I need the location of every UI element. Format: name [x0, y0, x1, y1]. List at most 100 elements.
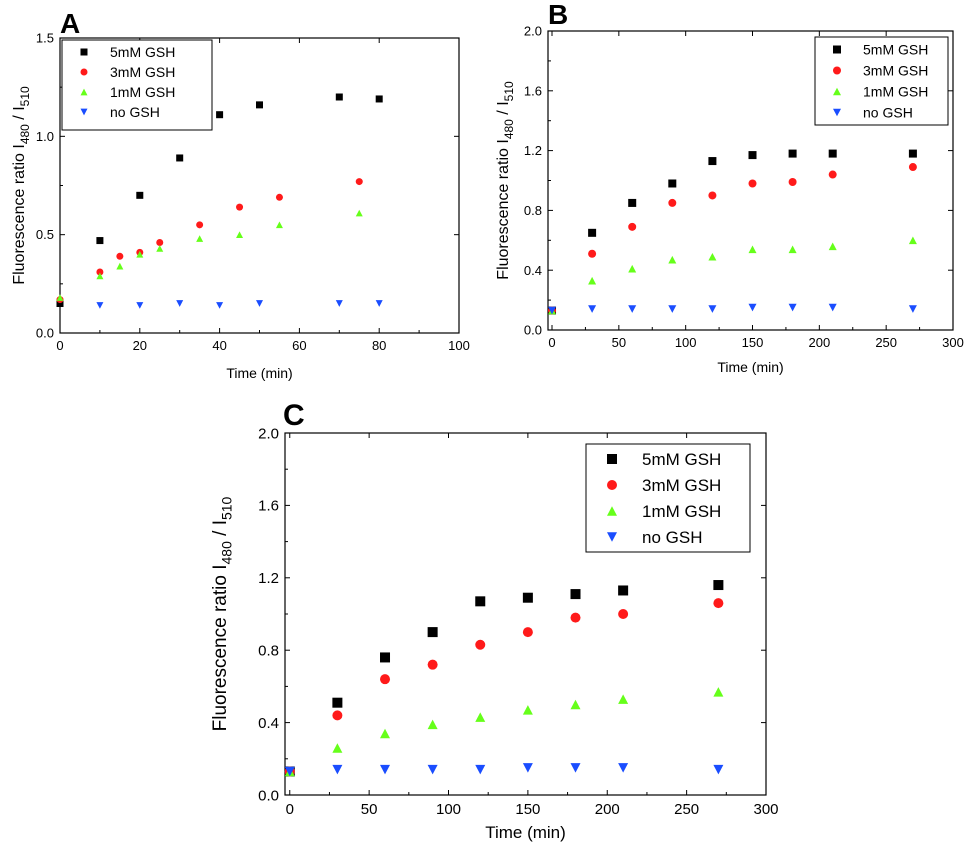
- data-point: [748, 245, 757, 254]
- data-point: [748, 179, 757, 188]
- legend-marker: [833, 66, 841, 75]
- data-point: [96, 272, 104, 280]
- data-point: [618, 763, 629, 773]
- x-axis-label: Time (min): [226, 365, 292, 381]
- x-tick-label: 100: [436, 801, 461, 818]
- data-point: [588, 276, 597, 285]
- x-tick-label: 50: [612, 335, 626, 350]
- legend: 5mM GSH 3mM GSH 1mM GSH no GSH: [61, 39, 213, 131]
- data-point: [427, 719, 438, 730]
- y-label-subscript: 510: [18, 86, 32, 106]
- data-point: [522, 627, 533, 638]
- legend-label: no GSH: [642, 528, 702, 547]
- x-tick-label: 0: [286, 801, 294, 818]
- chart-panel-b: B 0 50 100 150 200 250 300 0.0 0.4 0.8 1.2 1.6 2.0 Tim…: [495, 0, 964, 375]
- legend-label: 3mM GSH: [642, 476, 721, 495]
- legend-label: 1mM GSH: [110, 84, 175, 100]
- y-tick-label: 1.6: [524, 83, 542, 98]
- data-point: [196, 221, 204, 229]
- legend-marker: [607, 506, 617, 516]
- data-point: [116, 262, 124, 270]
- y-label-subscript: 480: [502, 119, 516, 139]
- legend-marker: [833, 45, 841, 54]
- data-point: [335, 93, 343, 101]
- data-point: [332, 764, 343, 775]
- data-point: [828, 170, 837, 179]
- x-tick-label: 250: [674, 801, 699, 818]
- series-5mm-gsh: [56, 93, 383, 307]
- data-point: [380, 728, 391, 739]
- data-point: [256, 300, 263, 307]
- y-label-subscript: 480: [18, 124, 32, 144]
- legend: 5mM GSH 3mM GSH 1mM GSH no GSH: [814, 36, 949, 126]
- series-1mm-gsh: [56, 209, 363, 301]
- data-point: [668, 179, 677, 188]
- data-point: [136, 191, 144, 199]
- data-point: [713, 598, 724, 609]
- data-point: [708, 157, 717, 166]
- data-point: [713, 764, 724, 775]
- x-tick-label: 200: [808, 335, 830, 350]
- series-3mm-gsh: [56, 178, 363, 304]
- data-point: [908, 163, 917, 172]
- data-point: [136, 251, 144, 258]
- y-tick-label: 0.0: [524, 323, 542, 338]
- data-point: [475, 596, 486, 607]
- data-point: [522, 705, 533, 715]
- data-point: [275, 221, 283, 229]
- legend-marker: [833, 108, 841, 117]
- data-point: [628, 264, 637, 273]
- y-tick-label: 0.8: [258, 642, 279, 659]
- chart-panel-c: C 0 50 100 150 200 250 300 0.0 0.4 0.8 1.2 1.6 2.0 Tim…: [210, 399, 779, 842]
- data-point: [548, 306, 557, 315]
- legend-marker: [80, 88, 88, 96]
- x-tick-label: 20: [133, 338, 147, 353]
- y-tick-label: 1.0: [36, 129, 54, 144]
- series-5mm-gsh: [284, 580, 724, 777]
- x-axis-label: Time (min): [485, 823, 566, 842]
- y-tick-label: 1.2: [524, 143, 542, 158]
- panel-label: B: [548, 0, 568, 30]
- data-point: [236, 231, 244, 238]
- legend-marker: [80, 48, 88, 56]
- data-point: [475, 712, 486, 722]
- legend-marker: [607, 532, 617, 542]
- legend-label: no GSH: [863, 105, 913, 121]
- data-point: [96, 302, 104, 309]
- data-point: [332, 697, 343, 708]
- x-tick-label: 0: [56, 338, 63, 353]
- data-point: [628, 222, 637, 231]
- data-point: [668, 305, 677, 313]
- legend-label: 5mM GSH: [863, 42, 928, 58]
- data-point: [748, 151, 757, 160]
- data-point: [427, 659, 438, 670]
- data-point: [908, 149, 917, 158]
- data-point: [216, 111, 224, 119]
- series-3mm-gsh: [548, 163, 917, 315]
- data-point: [116, 252, 124, 260]
- x-tick-label: 60: [292, 338, 306, 353]
- data-point: [570, 589, 581, 600]
- series-no-gsh: [284, 763, 724, 777]
- data-point: [713, 687, 724, 697]
- data-point: [375, 300, 383, 307]
- y-label-subscript: 480: [219, 541, 235, 565]
- data-point: [176, 300, 184, 307]
- data-point: [713, 580, 724, 591]
- data-point: [788, 177, 797, 186]
- legend-marker: [80, 108, 88, 116]
- y-tick-label: 1.5: [36, 31, 54, 46]
- legend-label: 1mM GSH: [863, 84, 928, 100]
- data-point: [828, 303, 837, 312]
- data-point: [156, 239, 164, 247]
- data-point: [355, 178, 363, 186]
- data-point: [708, 191, 717, 200]
- legend-label: no GSH: [110, 104, 160, 120]
- x-tick-label: 300: [942, 335, 964, 350]
- legend-marker: [833, 87, 841, 96]
- data-point: [628, 198, 637, 207]
- x-tick-label: 100: [675, 335, 697, 350]
- series-1mm-gsh: [284, 687, 724, 777]
- y-label-text: / I: [210, 520, 231, 541]
- data-point: [335, 300, 343, 307]
